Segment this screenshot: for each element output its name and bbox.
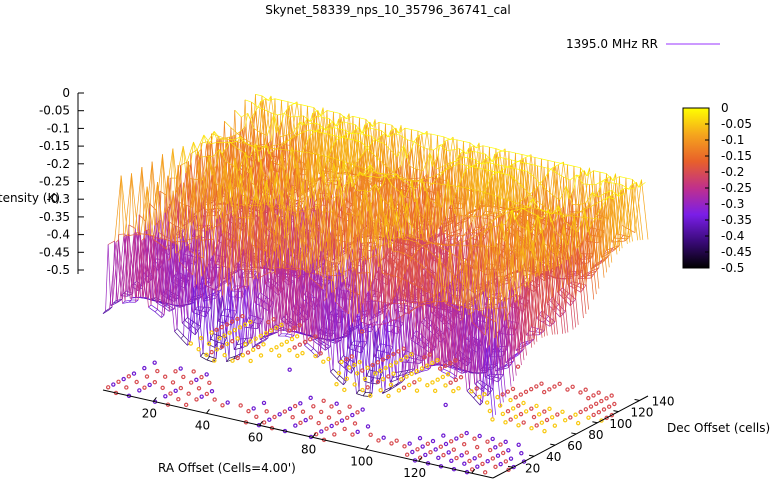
mesh-line [255,94,261,95]
mesh-line [626,178,633,179]
mesh-line [359,118,366,119]
mesh-line [384,143,391,150]
mesh-line [642,180,649,240]
mesh-line [535,157,542,158]
mesh-line [281,100,288,101]
mesh-line [307,106,314,107]
mesh-line [496,149,503,152]
mesh-line [509,152,516,153]
mesh-line [197,135,204,150]
mesh-line [327,111,334,112]
mesh-line [348,139,355,140]
mesh-line [297,116,304,117]
mesh-line [439,184,446,185]
mesh-line [426,183,433,184]
mesh-line [489,147,496,148]
mesh-line [457,140,464,141]
mesh-line [194,142,197,155]
mesh-line [583,184,590,185]
mesh-line [431,134,438,135]
mesh-line [190,179,197,180]
mesh-line [593,171,600,172]
mesh-line [461,216,468,217]
mesh-line [421,146,428,148]
mesh-line [515,153,522,154]
mesh-line [191,150,198,154]
mesh-line [557,173,564,177]
mesh-line [600,172,607,173]
mesh-line [353,116,360,117]
mesh-line [292,104,295,105]
mesh-line [405,128,412,129]
mesh-line [528,156,535,157]
surface-mesh [103,94,648,418]
mesh-line [474,216,481,217]
mesh-line [567,165,574,166]
mesh-line [447,150,454,151]
mesh-line [301,105,308,106]
mesh-line [265,110,272,113]
mesh-line [411,130,418,131]
mesh-line [444,137,451,140]
mesh-line [245,100,252,102]
mesh-line [283,150,290,151]
mesh-line [554,162,561,163]
mesh-line [574,166,581,167]
mesh-line [629,229,636,233]
mesh-line [385,124,392,125]
mesh-line [224,121,231,127]
mesh-line [536,332,543,333]
mesh-line [451,235,458,236]
mesh-line [609,183,616,184]
mesh-line [577,286,584,289]
mesh-line [275,99,282,100]
chart-canvas: 20406080100120140204060801001201400-0.05… [0,0,775,480]
mesh-line [181,162,188,165]
mesh-line [288,102,295,104]
mesh-line [558,163,561,164]
mesh-line [483,146,490,147]
mesh-line [183,146,186,173]
mesh-line [554,310,561,317]
mesh-line [270,148,277,149]
mesh-line [463,141,470,142]
mesh-line [173,149,176,194]
mesh-line [619,177,626,178]
mesh-line [526,156,529,157]
mesh-line [333,112,340,113]
mesh-line [548,160,555,161]
mesh-line [522,155,529,156]
mesh-line [541,159,548,160]
mesh-line [379,122,386,123]
mesh-line [437,135,444,136]
mesh-line [235,110,242,117]
mesh-line [418,131,425,134]
